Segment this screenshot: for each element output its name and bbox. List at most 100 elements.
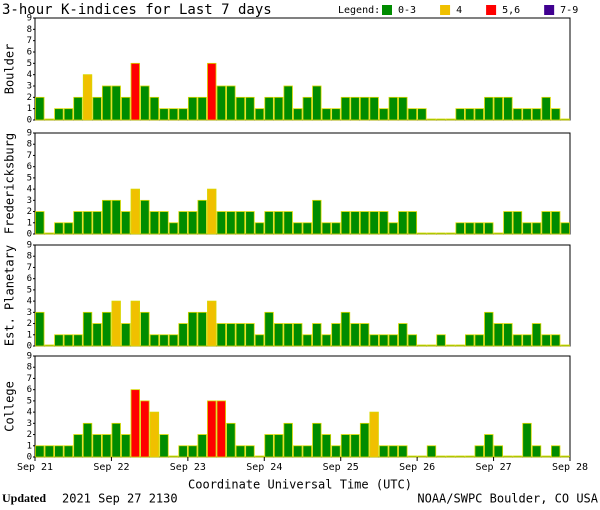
bar bbox=[321, 222, 332, 235]
y-tick-label: 6 bbox=[27, 48, 32, 58]
y-axis-label: Est. Planetary bbox=[3, 245, 17, 346]
bar bbox=[312, 323, 322, 347]
bar bbox=[63, 108, 74, 121]
bar bbox=[92, 323, 102, 347]
bar bbox=[369, 211, 379, 235]
bar bbox=[44, 445, 55, 458]
x-tick-label: Sep 24 bbox=[246, 462, 282, 473]
bar bbox=[503, 211, 513, 235]
bar bbox=[302, 96, 312, 121]
legend-swatch bbox=[440, 5, 451, 15]
bar bbox=[273, 211, 284, 235]
panel-frame bbox=[34, 17, 571, 121]
x-tick-label: Sep 23 bbox=[170, 462, 206, 473]
bar bbox=[35, 211, 45, 235]
panel-frame bbox=[34, 244, 571, 347]
bar bbox=[44, 118, 55, 121]
bar bbox=[503, 455, 513, 458]
bar bbox=[44, 232, 55, 235]
y-tick-label: 0 bbox=[27, 230, 32, 240]
source: NOAA/SWPC Boulder, CO USA bbox=[417, 492, 598, 506]
bar bbox=[149, 211, 160, 235]
y-tick-label: 5 bbox=[27, 396, 32, 406]
bar bbox=[379, 108, 389, 121]
bar bbox=[484, 222, 494, 235]
y-tick-label: 8 bbox=[27, 252, 32, 262]
bar bbox=[426, 344, 437, 347]
bar bbox=[359, 422, 370, 458]
panel-frame bbox=[34, 355, 571, 458]
y-tick-label: 7 bbox=[27, 36, 32, 46]
bar bbox=[159, 211, 169, 235]
bar bbox=[92, 211, 102, 235]
bar bbox=[73, 96, 83, 121]
bar bbox=[254, 455, 265, 458]
bar bbox=[359, 96, 370, 121]
y-tick-label: 5 bbox=[27, 285, 32, 295]
bar bbox=[321, 334, 332, 347]
bar bbox=[254, 222, 265, 235]
bar bbox=[140, 199, 150, 235]
legend-label: 4 bbox=[456, 5, 462, 16]
y-tick-label: 9 bbox=[27, 129, 32, 139]
y-tick-label: 8 bbox=[27, 140, 32, 150]
y-tick-label: 5 bbox=[27, 59, 32, 69]
bar bbox=[187, 445, 198, 458]
bar bbox=[187, 311, 198, 347]
bar bbox=[264, 311, 274, 347]
bar bbox=[101, 85, 112, 121]
bar bbox=[121, 211, 131, 235]
bar bbox=[140, 311, 150, 347]
bar bbox=[522, 422, 532, 458]
bar bbox=[82, 211, 93, 235]
bar bbox=[465, 334, 475, 347]
bar bbox=[493, 445, 504, 458]
bar bbox=[101, 199, 112, 235]
bar bbox=[436, 455, 446, 458]
bar bbox=[187, 96, 198, 121]
y-axis-label: College bbox=[3, 381, 17, 432]
bar bbox=[455, 455, 465, 458]
y-tick-label: 7 bbox=[27, 263, 32, 273]
bar bbox=[273, 96, 284, 121]
bar bbox=[168, 334, 179, 347]
bar bbox=[130, 389, 140, 458]
y-tick-label: 9 bbox=[27, 241, 32, 251]
legend-label: 7-9 bbox=[560, 5, 578, 16]
bar bbox=[293, 222, 303, 235]
bar bbox=[302, 222, 312, 235]
bar bbox=[235, 445, 246, 458]
bar bbox=[379, 334, 389, 347]
bar bbox=[541, 96, 551, 121]
bar bbox=[35, 96, 45, 121]
y-tick-label: 0 bbox=[27, 116, 32, 126]
bar bbox=[207, 62, 217, 121]
y-tick-label: 6 bbox=[27, 274, 32, 284]
legend-label: 0-3 bbox=[398, 5, 416, 16]
bar bbox=[226, 211, 236, 235]
bar bbox=[436, 334, 446, 347]
bar bbox=[474, 222, 484, 235]
bar bbox=[293, 323, 303, 347]
bar bbox=[207, 300, 217, 347]
bar bbox=[63, 445, 74, 458]
bar bbox=[35, 311, 45, 347]
bar bbox=[455, 222, 465, 235]
y-tick-label: 3 bbox=[27, 419, 32, 429]
bar bbox=[465, 455, 475, 458]
y-tick-label: 1 bbox=[27, 218, 32, 228]
bar bbox=[417, 108, 427, 121]
y-tick-label: 3 bbox=[27, 196, 32, 206]
bar bbox=[522, 334, 532, 347]
bar bbox=[331, 323, 341, 347]
bar bbox=[63, 334, 74, 347]
bar bbox=[197, 96, 207, 121]
bar bbox=[350, 96, 360, 121]
bar bbox=[254, 108, 265, 121]
bar bbox=[178, 445, 188, 458]
bar bbox=[560, 455, 570, 458]
bar bbox=[388, 445, 398, 458]
bar bbox=[493, 232, 504, 235]
bar bbox=[92, 434, 102, 458]
bar bbox=[111, 422, 121, 458]
